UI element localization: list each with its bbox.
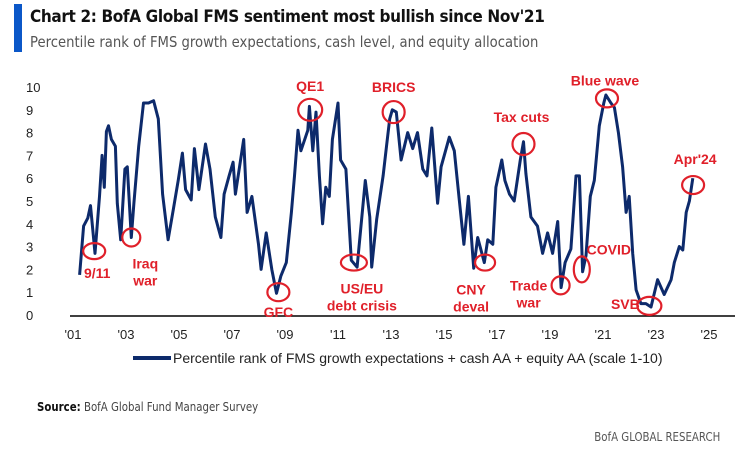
annotation-label: SVB [611,296,640,312]
annotation-label: Tax cuts [494,109,550,125]
annotation-circle [636,295,663,316]
annotation-label: CNY [456,282,486,298]
source-label: Source: [37,400,81,414]
source-note: Source: BofA Global Fund Manager Survey [37,400,258,414]
footer-brand: BofA GLOBAL RESEARCH [593,430,720,444]
x-tick-label: '07 [224,327,241,342]
annotation-label: debt crisis [327,298,397,314]
annotation-circle [381,99,406,125]
x-tick-label: '21 [595,327,612,342]
annotation-label: QE1 [296,78,324,94]
series-line [78,93,695,309]
x-tick-label: '17 [489,327,506,342]
legend-label: Percentile rank of FMS growth expectatio… [173,350,663,366]
x-tick-label: '11 [330,327,346,342]
annotation-label: war [516,294,542,310]
annotation-circle [121,227,142,248]
annotation-label: Blue wave [571,72,640,88]
x-tick-label: '13 [383,327,400,342]
y-tick-label: 4 [26,217,33,232]
annotation-circle [594,88,620,109]
annotation-circle [550,275,571,296]
y-tick-label: 10 [26,80,40,95]
y-tick-label: 2 [26,262,33,277]
annotation-label: GFC [264,304,294,320]
annotation-label: COVID [587,241,631,257]
annotation-label: Apr'24 [674,151,717,167]
annotation-label: US/EU [341,281,384,297]
annotation-circle [473,253,497,272]
annotation-label: BRICS [372,79,416,95]
annotation-circle [680,174,706,196]
x-tick-label: '25 [701,327,718,342]
y-tick-label: 1 [26,285,33,300]
x-tick-label: '05 [171,327,188,342]
y-tick-label: 7 [26,148,33,163]
x-tick-label: '01 [65,327,82,342]
x-tick-label: '09 [277,327,294,342]
x-tick-label: '19 [542,327,559,342]
y-tick-label: 3 [26,240,33,255]
annotation-circle [266,282,291,303]
x-tick-label: '03 [118,327,135,342]
y-tick-label: 8 [26,126,33,141]
annotation-circle [297,97,324,122]
annotation-label: deval [453,299,489,315]
chart-title: Chart 2: BofA Global FMS sentiment most … [30,7,545,27]
y-tick-label: 9 [26,103,33,118]
y-tick-label: 0 [26,308,33,323]
legend: Percentile rank of FMS growth expectatio… [133,350,662,366]
y-tick-label: 5 [26,194,33,209]
annotation-label: 9/11 [84,265,111,281]
annotation-label: Trade [510,277,548,293]
annotation-circle [572,255,591,284]
annotation-circle [82,242,107,261]
annotation-label: Iraq [132,255,158,271]
x-tick-label: '15 [436,327,453,342]
title-accent-bar [14,4,22,52]
legend-swatch [133,356,171,360]
annotation-circle [511,131,536,157]
annotation-circle [339,253,368,272]
chart-subtitle: Percentile rank of FMS growth expectatio… [30,33,539,51]
annotation-label: war [132,272,158,288]
source-text: BofA Global Fund Manager Survey [83,400,259,414]
x-tick-label: '23 [648,327,665,342]
y-tick-label: 6 [26,171,33,186]
